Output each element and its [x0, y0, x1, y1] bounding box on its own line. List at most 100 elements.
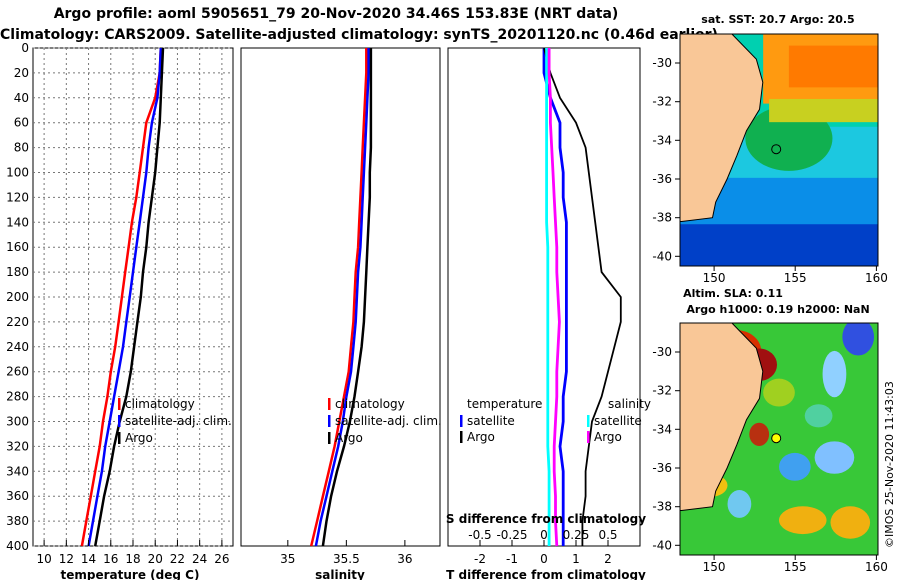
- s-diff-tick-label: 0.25: [563, 528, 590, 542]
- diff-series-temperature-satellite: [542, 48, 568, 546]
- sla-anomaly-13: [804, 404, 833, 428]
- sla-anomaly-10: [779, 506, 827, 535]
- pT-legend-1-swatch: [118, 415, 121, 427]
- lat-tick-label: -30: [652, 345, 672, 359]
- pS-x-tick-label: 36: [397, 552, 412, 566]
- pT-legend-2-label: Argo: [125, 431, 153, 445]
- sla-map-panel: Altim. SLA: 0.11 Argo h1000: 0.19 h2000:…: [652, 287, 887, 574]
- legend-s-argo-label: Argo: [594, 430, 622, 444]
- chart-title-line2: Climatology: CARS2009. Satellite-adjuste…: [0, 27, 718, 43]
- lat-tick-label: -34: [652, 422, 672, 436]
- salinity-x-label: salinity: [315, 568, 365, 580]
- depth-tick-label: 320: [6, 439, 29, 453]
- sla-anomaly-2: [842, 323, 875, 356]
- lat-tick-label: -38: [652, 500, 672, 514]
- pT-x-tick-label: 10: [36, 552, 51, 566]
- legend-t-sat-label: satellite: [467, 414, 515, 428]
- sst-warmest-region: [788, 45, 878, 88]
- lat-tick-label: -38: [652, 211, 672, 225]
- pS-legend-1-label: satellite-adj. clim.: [335, 414, 442, 428]
- s-diff-tick-label: -0.25: [496, 528, 527, 542]
- sst-map-panel: sat. SST: 20.7 Argo: 20.5 -30 -32 -34 -36 -3…: [652, 13, 887, 285]
- lon-tick-label: 160: [865, 271, 888, 285]
- sla-anomaly-11: [830, 506, 871, 539]
- pT-x-tick-label: 24: [192, 552, 207, 566]
- lon-tick-label: 155: [784, 271, 807, 285]
- sst-map-title: sat. SST: 20.7 Argo: 20.5: [701, 13, 854, 26]
- pS-legend-0-label: climatology: [335, 397, 405, 411]
- pS-x-tick-label: 35: [280, 552, 295, 566]
- diff-x-tick-label: -2: [474, 552, 486, 566]
- pT-x-tick-label: 16: [103, 552, 118, 566]
- sst-map-field: [680, 34, 878, 266]
- depth-tick-label: 200: [6, 290, 29, 304]
- australia-land: [680, 323, 764, 511]
- pT-legend-0-label: climatology: [125, 397, 195, 411]
- legend-temperature-title: temperature: [467, 397, 542, 411]
- legend-t-sat-swatch: [460, 415, 463, 427]
- temperature-panel: 0 20 40 60 80 100 120 140 160 180 200 220 240 260 280 3…: [6, 41, 234, 580]
- s-diff-tick-label: 0.5: [598, 528, 617, 542]
- lat-tick-label: -32: [652, 95, 672, 109]
- pS-legend-2-swatch: [328, 432, 331, 444]
- pS-series-satellite-adj-clim-: [314, 48, 370, 547]
- lon-tick-label: 150: [703, 560, 726, 574]
- difference-panel: -2 -1 0 1 2 -0.5 -0.25 0 0.25 0.5 T difference fr…: [446, 47, 651, 580]
- sst-band-coldest: [680, 224, 878, 266]
- pT-x-tick-label: 14: [81, 552, 96, 566]
- depth-tick-label: 60: [14, 116, 29, 130]
- lat-tick-label: -40: [652, 249, 672, 263]
- lat-tick-label: -36: [652, 461, 672, 475]
- sla-map-field: [680, 323, 878, 555]
- imos-credit: ©IMOS 25-Nov-2020 11:43:03: [883, 381, 896, 548]
- legend-s-sat-label: satellite: [594, 414, 642, 428]
- pT-series-climatology: [80, 47, 163, 547]
- depth-tick-label: 0: [21, 41, 29, 55]
- depth-tick-label: 80: [14, 141, 29, 155]
- pS-legend-1-swatch: [328, 415, 331, 427]
- s-difference-label: S difference from climatology: [446, 512, 646, 526]
- depth-tick-label: 180: [6, 265, 29, 279]
- pS-series-climatology: [309, 48, 368, 547]
- diff-x-tick-label: 0: [540, 552, 548, 566]
- depth-tick-label: 380: [6, 514, 29, 528]
- depth-tick-label: 40: [14, 91, 29, 105]
- sst-front: [769, 98, 878, 123]
- pT-x-tick-label: 12: [59, 552, 74, 566]
- depth-tick-label: 360: [6, 489, 29, 503]
- depth-tick-label: 20: [14, 66, 29, 80]
- diff-x-tick-label: -1: [506, 552, 518, 566]
- sla-map-title: Altim. SLA: 0.11: [683, 287, 783, 300]
- depth-tick-label: 220: [6, 315, 29, 329]
- chart-title-line1: Argo profile: aoml 5905651_79 20-Nov-202…: [53, 6, 619, 22]
- sst-map-frame: [679, 33, 879, 267]
- salinity-plot-frame: [240, 47, 441, 547]
- depth-tick-label: 260: [6, 365, 29, 379]
- sla-anomaly-9: [727, 490, 752, 518]
- depth-tick-label: 280: [6, 390, 29, 404]
- sla-map-subtitle: Argo h1000: 0.19 h2000: NaN: [686, 303, 869, 316]
- sla-anomaly-12: [763, 378, 795, 407]
- legend-salinity-title: salinity: [608, 397, 651, 411]
- depth-tick-label: 120: [6, 190, 29, 204]
- lat-tick-label: -40: [652, 538, 672, 552]
- diff-series-temperature-Argo: [543, 47, 622, 546]
- s-diff-tick-label: 0: [540, 528, 548, 542]
- s-diff-tick-label: -0.5: [468, 528, 491, 542]
- pT-series-satellite-adj-clim-: [87, 47, 163, 547]
- depth-tick-label: 140: [6, 215, 29, 229]
- pT-x-tick-label: 18: [125, 552, 140, 566]
- pS-legend-0-swatch: [328, 398, 331, 410]
- sla-anomaly-5: [749, 422, 770, 446]
- depth-tick-label: 300: [6, 415, 29, 429]
- australia-land: [680, 34, 764, 222]
- pT-x-tick-label: 22: [170, 552, 185, 566]
- lat-tick-label: -30: [652, 56, 672, 70]
- lat-tick-label: -32: [652, 384, 672, 398]
- pT-legend-2-swatch: [118, 432, 121, 444]
- depth-tick-label: 400: [6, 539, 29, 553]
- pS-legend-2-label: Argo: [335, 431, 363, 445]
- lat-tick-label: -36: [652, 172, 672, 186]
- depth-tick-label: 100: [6, 166, 29, 180]
